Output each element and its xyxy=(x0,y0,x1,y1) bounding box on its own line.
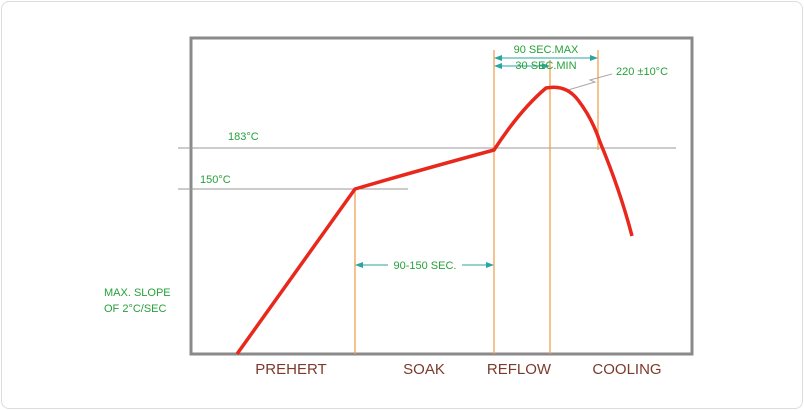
phase-lines xyxy=(354,50,599,354)
phase-label: PREHERT xyxy=(255,361,326,378)
phase-label: REFLOW xyxy=(487,361,552,378)
profile-curve xyxy=(235,85,634,356)
label-183: 183°C xyxy=(228,131,259,143)
frame xyxy=(189,36,694,356)
label-min: 30 SEC.MIN xyxy=(515,60,576,72)
label-peak: 220 ±10°C xyxy=(616,66,668,78)
arrows xyxy=(355,55,613,268)
label-150: 150°C xyxy=(200,174,231,186)
label-soak-time: 90-150 SEC. xyxy=(394,260,457,272)
label-slope: MAX. SLOPE xyxy=(104,287,171,299)
phase-label: SOAK xyxy=(403,361,445,378)
phase-label: COOLING xyxy=(592,361,661,378)
label-max: 90 SEC.MAX xyxy=(514,44,579,56)
label-slope: OF 2°C/SEC xyxy=(104,303,167,315)
